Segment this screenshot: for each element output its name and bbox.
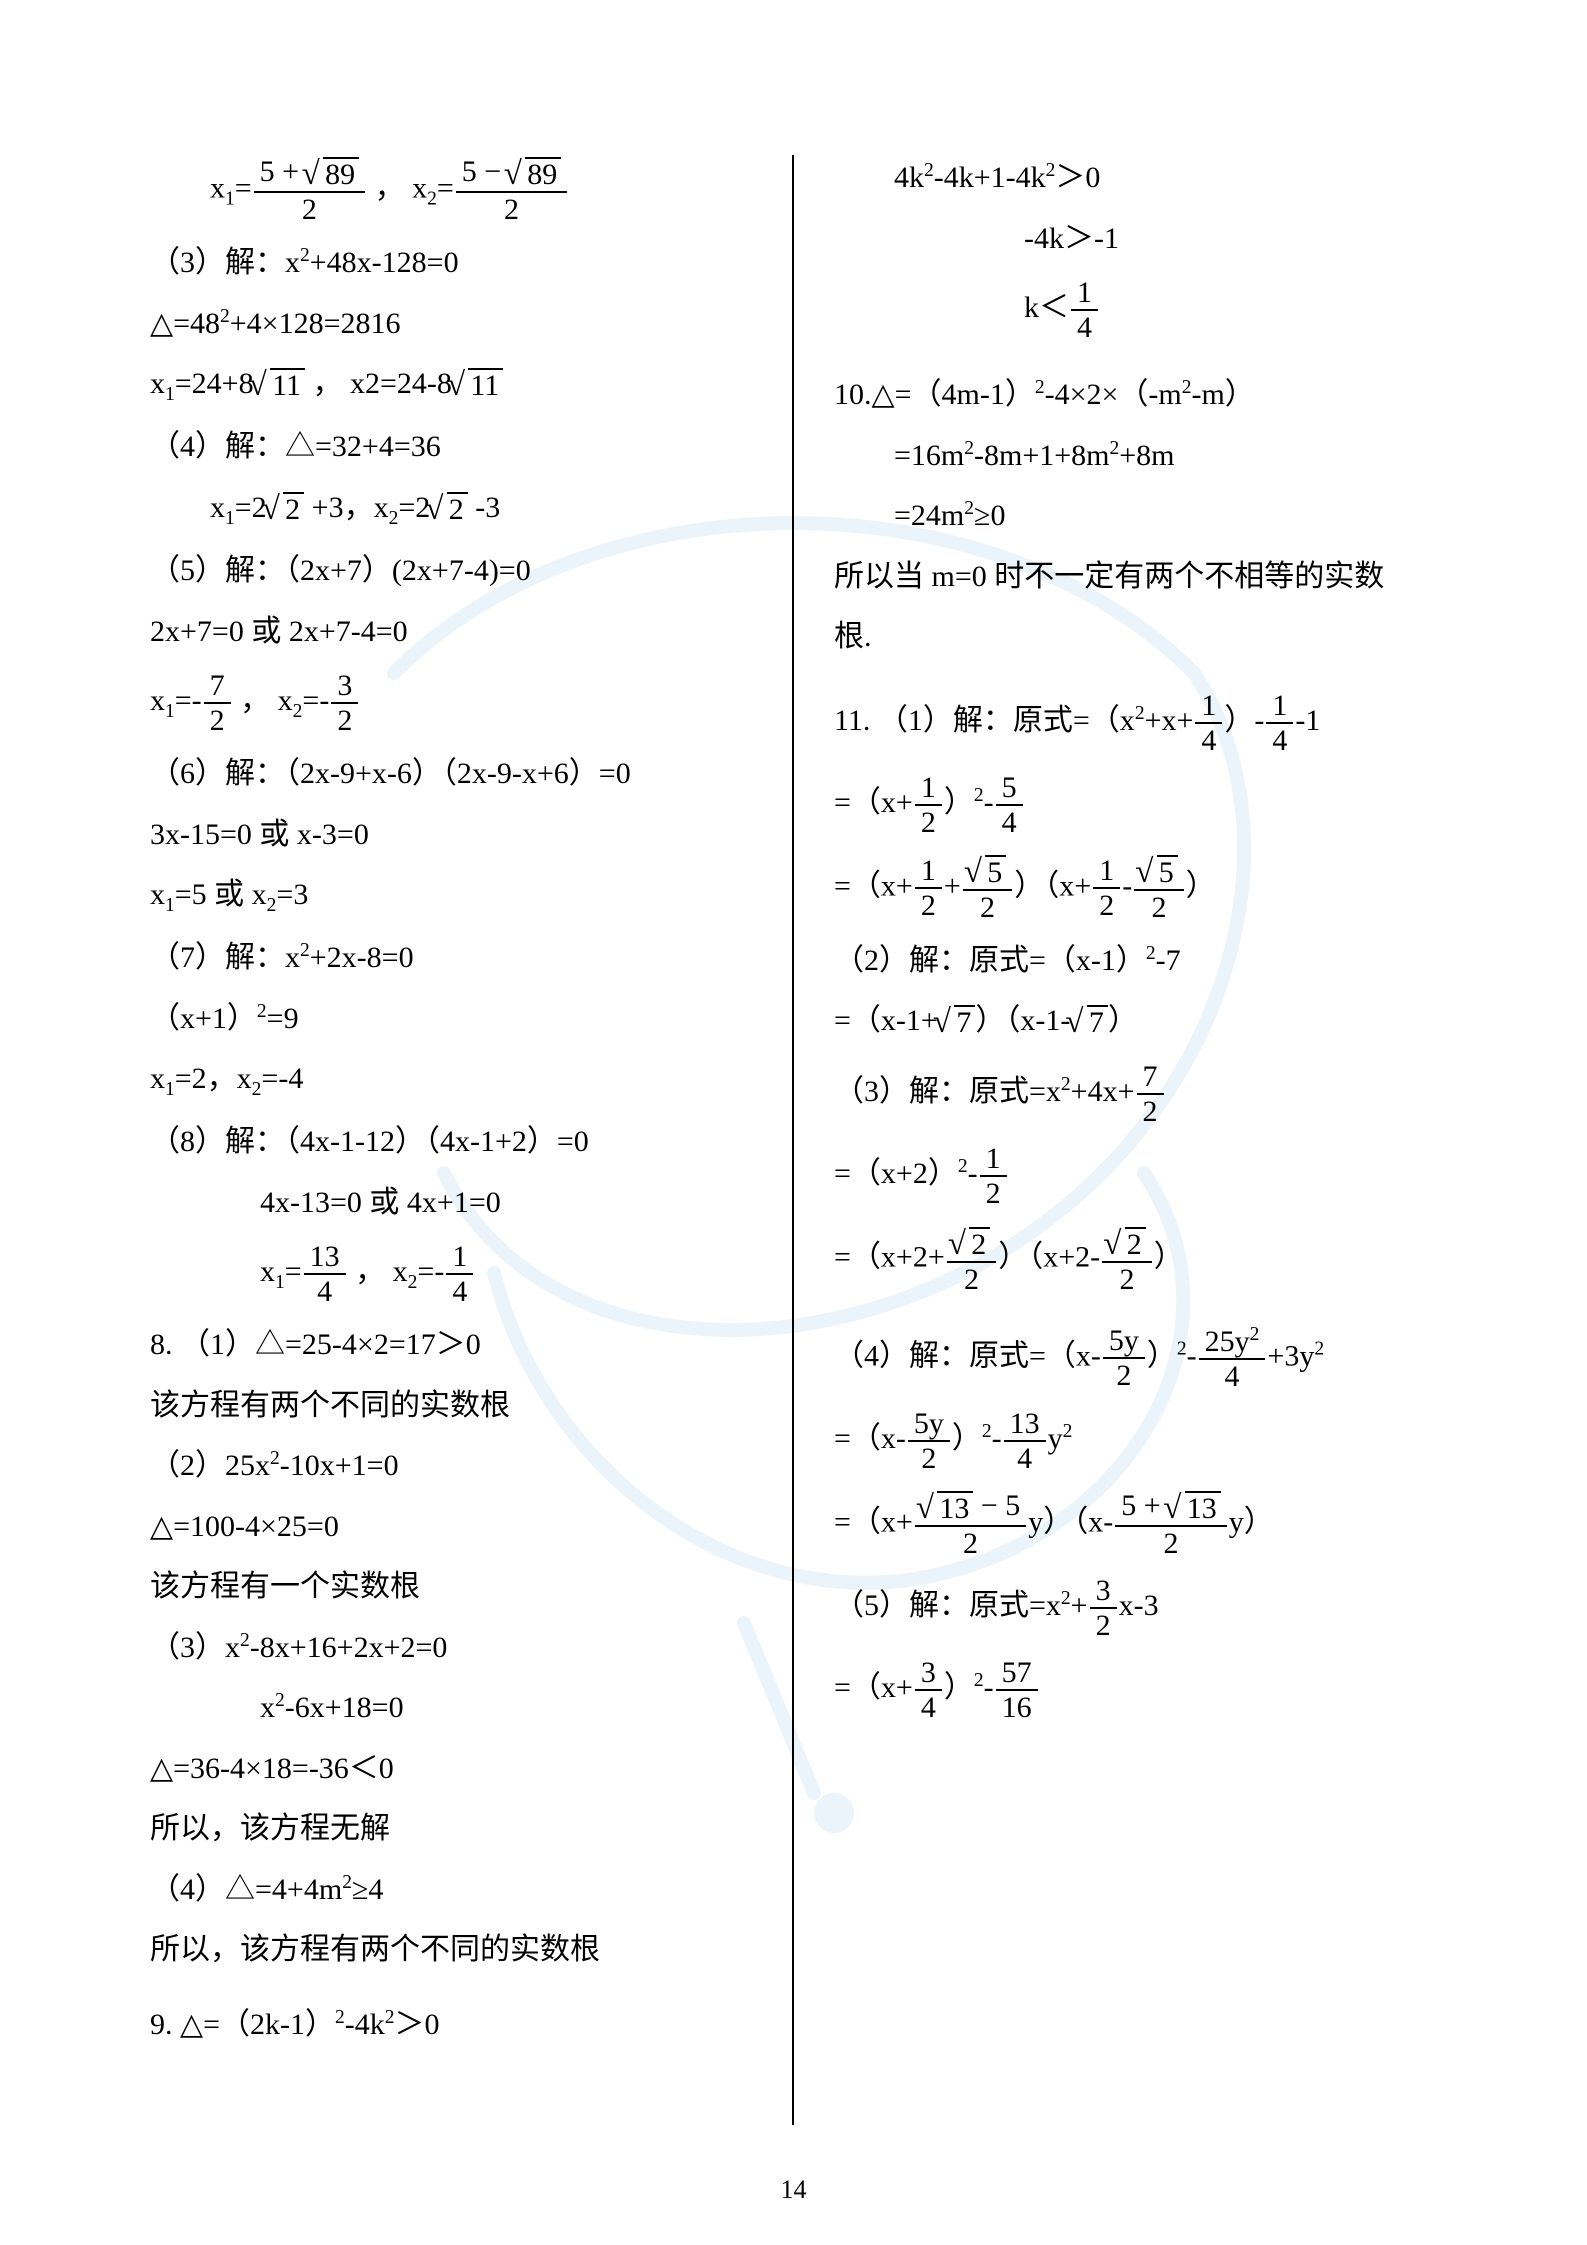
math-line: （2）25x2-10x+1=0 (150, 1443, 753, 1490)
math-line: x1=2，x2=-4 (150, 1056, 753, 1105)
math-line: =24m2≥0 (834, 493, 1437, 540)
page-number: 14 (0, 2175, 1587, 2205)
math-line: （4）△=4+4m2≥4 (150, 1867, 753, 1914)
math-line: =（x-5y2）2-134y2 (834, 1407, 1437, 1475)
math-line: （x+1）2=9 (150, 996, 753, 1043)
math-line: 所以，该方程有两个不同的实数根 (150, 1927, 753, 1974)
math-line: =（x+12）2-54 (834, 771, 1437, 839)
math-line: △=100-4×25=0 (150, 1504, 753, 1551)
math-line: 该方程有两个不同的实数根 (150, 1383, 753, 1430)
math-line: =（x+13 − 52y）（x-5 + 132y） (834, 1489, 1437, 1560)
math-line: 根. (834, 614, 1437, 661)
math-line: =（x+34）2-5716 (834, 1656, 1437, 1724)
math-line: 该方程有一个实数根 (150, 1564, 753, 1611)
math-line: x1=24+811 ， x2=24-811 (150, 361, 753, 410)
math-line: 3x-15=0 或 x-3=0 (150, 812, 753, 859)
math-line: 8. （1）△=25-4×2=17＞0 (150, 1322, 753, 1369)
math-line: （3）x2-8x+16+2x+2=0 (150, 1625, 753, 1672)
math-line: -4k＞-1 (834, 216, 1437, 263)
math-line: △=36-4×18=-36＜0 (150, 1746, 753, 1793)
right-column: 4k2-4k+1-4k2＞0 -4k＞-1 k＜14 10.△=（4m-1）2-4×… (792, 155, 1437, 2125)
math-line: 4x-13=0 或 4x+1=0 (150, 1180, 753, 1227)
math-line: x1=134 ， x2=-14 (150, 1240, 753, 1308)
math-line: 所以当 m=0 时不一定有两个不相等的实数 (834, 554, 1437, 601)
math-line: （5）解：（2x+7）(2x+7-4)=0 (150, 548, 753, 595)
math-line: =16m2-8m+1+8m2+8m (834, 433, 1437, 480)
math-line: △=482+4×128=2816 (150, 301, 753, 348)
math-line: 所以，该方程无解 (150, 1806, 753, 1853)
math-line: （4）解：原式=（x-5y2）2-25y24+3y2 (834, 1324, 1437, 1393)
math-line: =（x+2+22）（x+2-22） (834, 1224, 1437, 1295)
math-line: （3）解：x2+48x-128=0 (150, 240, 753, 287)
math-line: x1=5 或 x2=3 (150, 872, 753, 921)
math-line: 9. △=（2k-1）2-4k2＞0 (150, 2002, 753, 2049)
math-line: （6）解：（2x-9+x-6）（2x-9-x+6）=0 (150, 751, 753, 798)
math-line: x1=22 +3，x2=22 -3 (150, 485, 753, 534)
math-line: k＜14 (834, 276, 1437, 344)
math-line: 4k2-4k+1-4k2＞0 (834, 155, 1437, 202)
math-line: （2）解：原式=（x-1）2-7 (834, 938, 1437, 985)
math-line: （3）解：原式=x2+4x+72 (834, 1060, 1437, 1128)
left-column: x1=5 + 892 ， x2=5 − 892 （3）解：x2+48x-128=0… (150, 155, 793, 2125)
math-line: （4）解：△=32+4=36 (150, 424, 753, 471)
math-line: x1=-72 ， x2=-32 (150, 669, 753, 737)
math-line: x2-6x+18=0 (150, 1685, 753, 1732)
math-line: （5）解：原式=x2+32x-3 (834, 1574, 1437, 1642)
content-columns: x1=5 + 892 ， x2=5 − 892 （3）解：x2+48x-128=0… (150, 155, 1437, 2125)
math-line: x1=5 + 892 ， x2=5 − 892 (150, 155, 753, 226)
math-line: =（x+12+52）（x+12-52） (834, 853, 1437, 924)
math-line: =（x-1+7）（x-1-7） (834, 998, 1437, 1046)
math-line: （8）解：（4x-1-12）（4x-1+2）=0 (150, 1119, 753, 1166)
math-line: 10.△=（4m-1）2-4×2×（-m2-m） (834, 372, 1437, 419)
math-line: 2x+7=0 或 2x+7-4=0 (150, 609, 753, 656)
math-line: 11. （1）解：原式=（x2+x+14）-14-1 (834, 689, 1437, 757)
math-line: =（x+2）2-12 (834, 1142, 1437, 1210)
math-line: （7）解：x2+2x-8=0 (150, 935, 753, 982)
page: x1=5 + 892 ， x2=5 − 892 （3）解：x2+48x-128=0… (0, 0, 1587, 2245)
